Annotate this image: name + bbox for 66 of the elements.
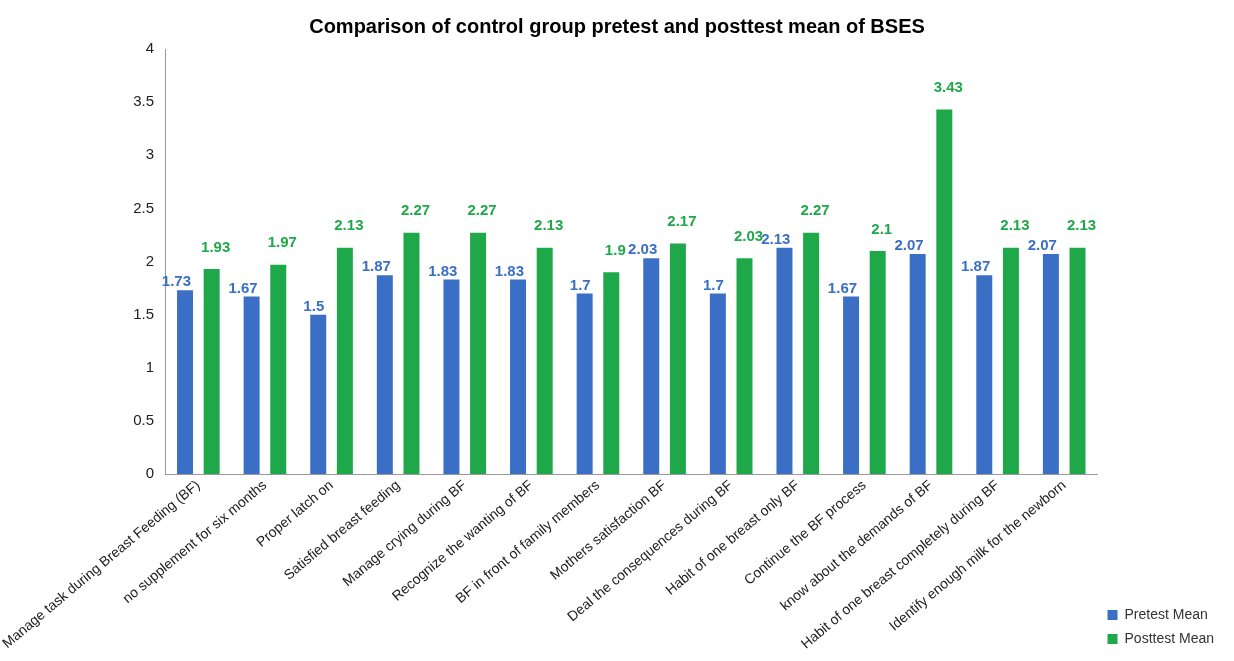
- y-tick-label: 0: [145, 464, 155, 482]
- bar: [403, 232, 420, 475]
- bar: [669, 243, 686, 475]
- bar: [843, 296, 860, 475]
- data-label: 1.67: [228, 278, 258, 296]
- data-label: 1.87: [361, 257, 391, 275]
- data-label: 1.5: [303, 296, 325, 314]
- data-label: 2.13: [534, 216, 564, 234]
- y-tick-label: 2.5: [133, 198, 155, 216]
- data-label: 2.1: [871, 219, 893, 237]
- data-label: 1.7: [569, 275, 591, 293]
- bar: [643, 258, 660, 475]
- data-label: 1.83: [428, 261, 458, 279]
- data-label: 1.7: [703, 275, 724, 293]
- data-label: 2.27: [400, 201, 431, 219]
- data-label: 2.17: [667, 212, 697, 230]
- bar: [736, 258, 753, 475]
- bar: [776, 247, 793, 475]
- bar: [1042, 254, 1059, 475]
- bar: [177, 290, 194, 475]
- bar: [310, 314, 327, 475]
- data-label: 1.97: [267, 233, 297, 251]
- data-label: 1.93: [201, 237, 231, 255]
- data-label: 1.9: [604, 240, 626, 258]
- y-tick-label: 4: [145, 39, 155, 57]
- data-label: 2.07: [894, 236, 924, 254]
- bar: [376, 275, 393, 475]
- data-label: 1.67: [827, 278, 858, 296]
- bar: [336, 247, 353, 475]
- data-label: 3.43: [933, 78, 963, 96]
- data-label: 2.13: [1000, 216, 1030, 234]
- y-tick-label: 3: [145, 145, 155, 163]
- data-label: 2.03: [628, 240, 658, 258]
- bar: [270, 264, 287, 475]
- bar: [1002, 247, 1019, 475]
- bar: [243, 296, 260, 475]
- bar: [909, 254, 926, 475]
- bar: [803, 232, 820, 475]
- bar: [536, 247, 553, 475]
- y-tick-label: 0.5: [133, 411, 155, 429]
- bar: [709, 293, 726, 475]
- bar: [470, 232, 487, 475]
- bar: [510, 279, 527, 475]
- data-label: 1.87: [961, 257, 991, 275]
- bar: [976, 275, 993, 475]
- data-label: 2.13: [1066, 216, 1097, 234]
- y-tick-label: 1: [145, 357, 155, 375]
- legend-label: Posttest Mean: [1124, 629, 1215, 646]
- y-tick-label: 3.5: [133, 92, 155, 110]
- bar: [936, 109, 953, 475]
- data-label: 2.13: [334, 216, 364, 234]
- data-label: 2.27: [800, 201, 830, 219]
- y-tick-label: 1.5: [133, 304, 155, 322]
- data-label: 2.27: [467, 201, 497, 219]
- chart-title: Comparison of control group pretest and posttest mean of BSES: [309, 14, 925, 37]
- bar: [869, 250, 886, 475]
- bar: [603, 272, 620, 475]
- data-label: 2.07: [1027, 236, 1057, 254]
- bar: [1069, 247, 1086, 475]
- y-tick-label: 2: [145, 251, 155, 269]
- legend-label: Pretest Mean: [1124, 605, 1208, 622]
- bar: [203, 268, 220, 475]
- bar: [443, 279, 460, 475]
- data-label: 1.73: [161, 272, 192, 290]
- data-label: 1.83: [494, 261, 525, 279]
- bar: [576, 293, 593, 475]
